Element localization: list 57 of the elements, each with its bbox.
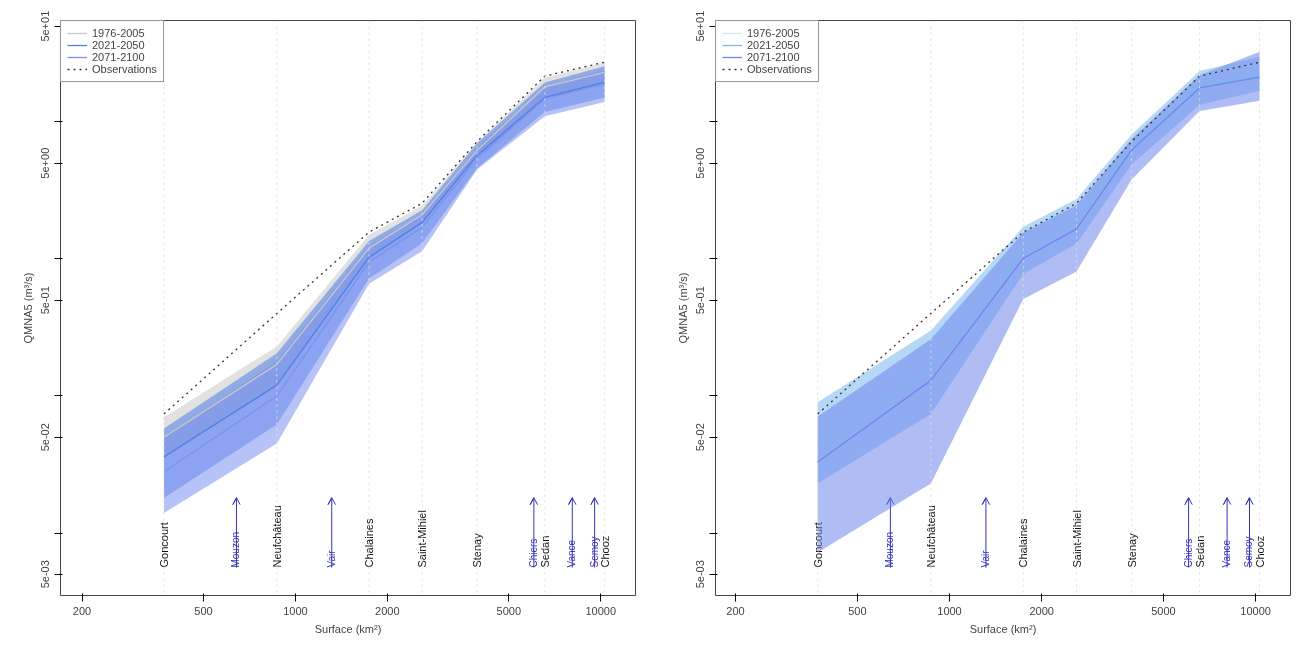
legend-label: Observations bbox=[747, 63, 812, 75]
y-tick-label: 5e-03 bbox=[694, 560, 707, 589]
legend-label: 1976-2005 bbox=[747, 27, 800, 39]
ref-line-label: Stenay bbox=[1125, 532, 1138, 568]
ref-line-label: Saint-Mihiel bbox=[1070, 510, 1083, 568]
x-tick-label: 5000 bbox=[1151, 604, 1176, 617]
y-tick-label: 5e-03 bbox=[39, 560, 52, 589]
legend-label: Observations bbox=[92, 63, 157, 75]
y-tick-label: 5e-02 bbox=[694, 423, 707, 452]
ref-line-label: Sedan bbox=[538, 535, 551, 568]
ref-line-label: Saint-Mihiel bbox=[416, 510, 429, 568]
y-tick-label: 5e+01 bbox=[39, 10, 52, 42]
y-tick-label: 5e-01 bbox=[694, 286, 707, 315]
legend-label: 2021-2050 bbox=[92, 39, 145, 51]
ref-line-label: Chalaines bbox=[363, 518, 376, 568]
x-tick-label: 10000 bbox=[1240, 604, 1271, 617]
x-tick-label: 10000 bbox=[585, 604, 617, 617]
x-tick-label: 1000 bbox=[937, 604, 962, 617]
y-axis-title: QMNA5 (m³/s) bbox=[676, 272, 689, 344]
ref-line-label: Chooz bbox=[598, 535, 611, 568]
x-tick-label: 500 bbox=[848, 604, 867, 617]
ref-line-label: Semoy bbox=[588, 536, 600, 568]
x-tick-label: 2000 bbox=[1029, 604, 1054, 617]
ref-line-label: Vance bbox=[566, 539, 578, 568]
x-tick-label: 5000 bbox=[496, 604, 522, 617]
x-tick-label: 2000 bbox=[375, 604, 400, 617]
ref-line-label: Chiers bbox=[527, 538, 539, 568]
ref-line-label: Vair bbox=[979, 549, 991, 568]
ref-line-label: Sedan bbox=[1193, 535, 1206, 568]
y-tick-label: 5e+00 bbox=[39, 147, 52, 179]
ref-line-label: Neufchâteau bbox=[924, 505, 937, 568]
y-tick-label: 5e+00 bbox=[694, 147, 707, 179]
ref-line-label: Vair bbox=[325, 549, 337, 568]
ref-line-label: Chooz bbox=[1253, 535, 1266, 568]
y-tick-label: 5e-01 bbox=[39, 286, 52, 315]
x-axis-title: Surface (km²) bbox=[314, 622, 382, 635]
y-tick-label: 5e+01 bbox=[694, 10, 707, 42]
legend-label: 2071-2100 bbox=[747, 51, 800, 63]
x-tick-label: 1000 bbox=[283, 604, 308, 617]
y-tick-label: 5e-02 bbox=[39, 423, 52, 452]
x-tick-label: 500 bbox=[194, 604, 213, 617]
x-axis-title: Surface (km²) bbox=[969, 622, 1037, 635]
ref-line-label: Chiers bbox=[1182, 538, 1194, 568]
ref-line-label: Neufchâteau bbox=[270, 505, 283, 568]
ref-line-label: Vance bbox=[1221, 539, 1233, 568]
ref-line-label: Stenay bbox=[471, 532, 484, 568]
ref-line-label: Mouzon bbox=[884, 531, 896, 568]
ref-line-label: Goncourt bbox=[811, 522, 824, 568]
legend-label: 1976-2005 bbox=[92, 27, 145, 39]
x-tick-label: 200 bbox=[726, 604, 745, 617]
y-axis-title: QMNA5 (m³/s) bbox=[21, 272, 34, 344]
legend-label: 2021-2050 bbox=[747, 39, 800, 51]
ref-line-label: Mouzon bbox=[230, 531, 242, 568]
ref-line-label: Chalaines bbox=[1017, 518, 1030, 568]
legend-label: 2071-2100 bbox=[92, 51, 145, 63]
ref-line-label: Goncourt bbox=[157, 522, 170, 568]
x-tick-label: 200 bbox=[72, 604, 92, 617]
